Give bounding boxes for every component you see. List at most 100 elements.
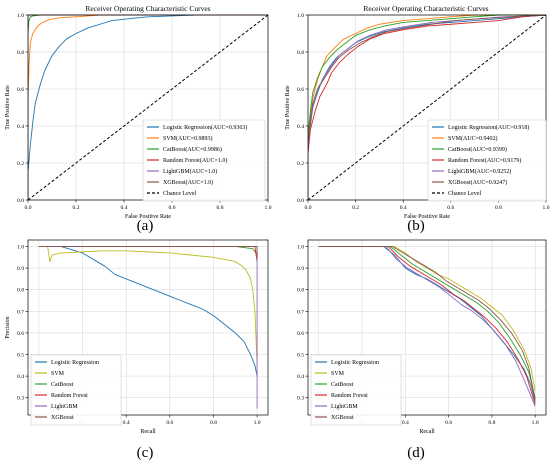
y-tick-label: 0.8 [297,288,304,294]
y-tick-label: 0.5 [17,353,24,359]
plot-area [307,239,547,416]
x-tick-label: 0.4 [123,420,130,426]
legend-entry: Random Forest(AUC=0.9179) [448,157,521,164]
series-group [38,246,258,409]
legend-entry: SVM(AUC=0.9402) [448,135,498,142]
x-axis-label: False Positive Rate [404,214,450,220]
x-tick-label: 0.8 [488,420,495,426]
series-group [308,14,546,201]
legend-entry: LightGBM [51,404,78,410]
panel-label-a: (a) [137,218,154,234]
legend-entry: Random Forest [331,393,368,399]
x-tick-label: 1.0 [543,205,550,211]
legend-box [310,354,402,426]
legend-entry: Logistic Regression [51,360,99,366]
plot-area [27,239,269,416]
series-line-xgboost [318,246,536,400]
x-tick-label: 0.8 [495,205,502,211]
panel-label-c: (c) [137,445,154,461]
y-tick-label: 0.8 [17,288,24,294]
x-axis-label: Recall [419,429,435,435]
series-line-catboost-auc-0-9399 [308,14,546,200]
x-tick-label: 0.6 [445,420,452,426]
x-tick-label: 0.2 [352,205,359,211]
x-tick-label: 1.0 [265,205,272,211]
x-axis-label: False Positive Rate [125,214,171,220]
x-tick-label: 1.0 [532,420,539,426]
legend-entry: LightGBM [331,404,358,410]
x-tick-label: 0.8 [217,205,224,211]
panel-c: 0.00.20.40.60.81.00.30.40.50.60.70.80.91… [5,239,269,435]
y-tick-label: 0.8 [297,50,304,56]
y-tick-label: 0.3 [297,396,304,402]
legend-entry: LightGBM(AUC=0.9252) [448,168,511,175]
series-line-random-forest [318,246,536,405]
legend-entry: Chance Level [448,191,481,197]
y-tick-label: 0.4 [297,124,304,130]
y-tick-label: 0.6 [297,331,304,337]
legend: Logistic Regression(AUC=0.918) SVM(AUC=0.… [427,119,547,202]
x-tick-label: 0.6 [166,420,173,426]
legend-entry: Logistic Regression(AUC=0.918) [448,124,529,131]
y-axis-label: Precision [5,316,11,338]
series-line-lightgbm [318,246,536,407]
legend-entry: XGBoost(AUC=1.0) [163,179,213,186]
x-axis-label: Recall [140,429,156,435]
x-tick-label: 0.0 [305,205,312,211]
y-tick-label: 1.0 [17,244,24,250]
legend: Logistic Regression SVM CatBoost Random For… [30,354,122,426]
series-line-svm-auc-0-9402 [308,14,546,200]
y-tick-label: 0.9 [17,266,24,272]
x-tick-label: 0.2 [73,205,80,211]
legend-entry: XGBoost(AUC=0.9247) [448,179,507,186]
panel-a: 0.0 0.2 0.4 0.6 0.8 1.0 0.0 0.2 0.4 0.6 0.8 1.0 Rece… [5,4,272,220]
y-tick-label: 1.0 [297,13,304,19]
x-tick-label: 0.8 [210,420,217,426]
y-tick-label: 0.6 [17,331,24,337]
panel-d: 0.00.20.40.60.81.00.30.40.50.60.70.80.91… [297,239,547,435]
series-line-catboost [318,246,536,398]
y-tick-label: 0.6 [297,87,304,93]
legend-entry: LightGBM(AUC=1.0) [163,168,217,175]
legend-entry: XGBoost [331,415,354,421]
y-tick-label: 1.0 [17,13,24,19]
panel-b: 0.0 0.2 0.4 0.6 0.8 1.0 0.0 0.2 0.4 0.6 0.8 1.0 Rece… [285,4,550,220]
x-tick-label: 0.6 [169,205,176,211]
x-tick-label: 1.0 [254,420,261,426]
legend-entry: CatBoost(AUC=0.9986) [163,146,222,153]
y-tick-label: 0.2 [297,161,304,167]
chart-title: Receiver Operating Characteristic Curves [85,4,210,13]
legend-entry: SVM [331,371,345,377]
y-axis-label: True Positive Rate [5,85,11,130]
legend-entry: Logistic Regression [331,360,379,366]
series-line-logistic-regression [38,246,258,377]
legend-entry: XGBoost [51,415,74,421]
y-tick-label: 0.4 [17,374,24,380]
x-tick-label: 0.4 [402,420,409,426]
y-tick-label: 0.3 [17,396,24,402]
y-tick-label: 0.7 [297,309,304,315]
series-line-random-forest-auc-0-9179 [308,14,546,200]
legend: Logistic Regression(AUC=0.9363) SVM(AUC=0… [142,119,266,202]
y-axis-label: True Positive Rate [285,85,291,130]
y-tick-label: 0.2 [17,161,24,167]
y-tick-label: 0.9 [297,266,304,272]
x-tick-label: 0.4 [400,205,407,211]
series-line-xgboost [38,246,258,258]
series-line-chance-level [28,14,268,201]
y-tick-label: 0.0 [17,198,24,204]
series-line-chance-level [308,14,546,201]
legend-entry: CatBoost [331,382,354,388]
panel-label-b: (b) [407,218,425,234]
x-tick-label: 0.4 [121,205,128,211]
y-tick-label: 1.0 [297,244,304,250]
legend-box [142,119,266,202]
series-line-xgboost-auc-0-9247 [308,14,546,200]
x-tick-label: 0.0 [25,205,32,211]
legend-entry: Random Forest [51,393,88,399]
y-tick-label: 0.7 [17,309,24,315]
panel-label-d: (d) [407,445,425,461]
y-tick-label: 0.8 [17,50,24,56]
legend-entry: SVM [51,371,65,377]
chart-title: Receiver Operating Characteristic Curves [363,4,488,13]
